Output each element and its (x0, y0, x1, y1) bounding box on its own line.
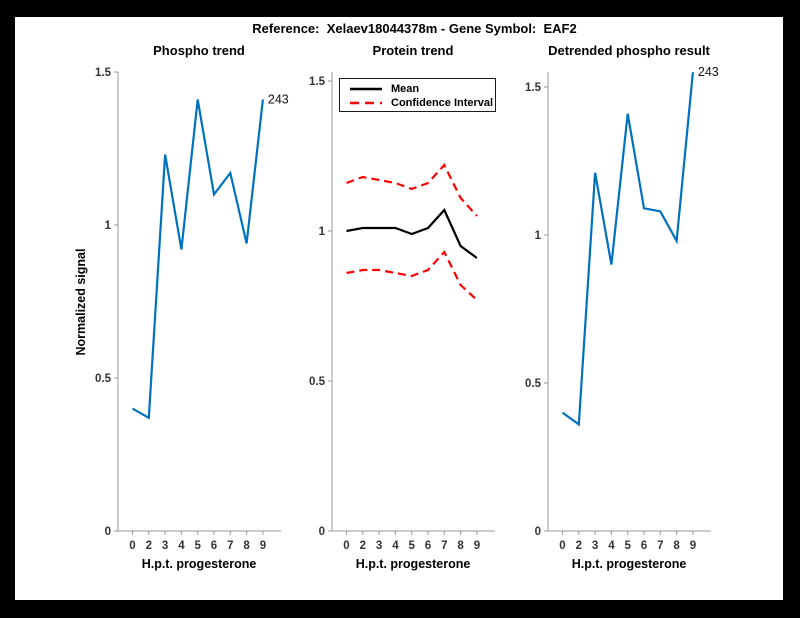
y-tick-label: 1.5 (525, 82, 542, 94)
x-tick-label: 5 (408, 540, 415, 552)
x-tick-label: 9 (474, 540, 480, 552)
y-tick-label: 1 (535, 230, 542, 242)
y-tick-label: 1.5 (309, 76, 326, 88)
x-tick-label: 9 (690, 540, 696, 552)
x-tick-label: 8 (243, 540, 250, 552)
y-axis-label: Normalized signal (74, 248, 88, 356)
x-tick-label: 6 (211, 540, 217, 552)
x-tick-label: 5 (624, 540, 631, 552)
legend-label-mean: Mean (391, 83, 420, 95)
x-tick-label: 3 (592, 540, 598, 552)
x-tick-label: 2 (360, 540, 366, 552)
x-tick-label: 7 (227, 540, 233, 552)
x-tick-label: 4 (392, 540, 399, 552)
figure-title: Reference: Xelaev18044378m - Gene Symbol… (252, 21, 577, 36)
x-tick-label: 8 (457, 540, 464, 552)
x-tick-label: 2 (146, 540, 152, 552)
subplot1-title: Phospho trend (153, 43, 245, 58)
y-tick-label: 1.5 (95, 67, 112, 79)
subplot2-x-axis-label: H.p.t. progesterone (355, 557, 471, 571)
x-tick-label: 2 (576, 540, 582, 552)
confidence-interval-dashed-swatch-icon (350, 101, 382, 105)
x-tick-label: 5 (194, 540, 201, 552)
x-tick-label: 0 (129, 540, 135, 552)
y-tick-label: 0.5 (525, 378, 542, 390)
ci-upper-line (346, 163, 478, 217)
subplot2-title: Protein trend (372, 43, 454, 58)
endpoint-annotation: 243 (698, 65, 719, 79)
x-tick-label: 3 (376, 540, 382, 552)
subplot3-title: Detrended phospho result (548, 43, 710, 58)
y-tick-label: 0 (105, 526, 111, 538)
y-tick-label: 0 (535, 526, 541, 538)
y-tick-label: 0 (319, 526, 325, 538)
y-tick-label: 1 (319, 226, 326, 238)
x-tick-label: 7 (657, 540, 663, 552)
x-tick-label: 0 (343, 540, 349, 552)
x-tick-label: 7 (441, 540, 447, 552)
x-tick-label: 4 (608, 540, 615, 552)
subplot-2: 00.511.50 2 3 4 5 6 7 8 9 (309, 72, 495, 552)
y-tick-label: 1 (105, 220, 112, 232)
x-tick-label: 4 (178, 540, 185, 552)
legend-label-confidence-interval: Confidence Interval (391, 97, 494, 109)
phospho-signal-line (131, 99, 264, 420)
x-tick-label: 6 (641, 540, 647, 552)
mean-line-swatch-icon (350, 87, 382, 91)
legend-row-confidence-interval: Confidence Interval (350, 96, 495, 110)
y-tick-label: 0.5 (95, 373, 112, 385)
protein-mean-line (346, 208, 478, 259)
y-tick-label: 0.5 (309, 376, 326, 388)
figure-canvas: Reference: Xelaev18044378m - Gene Symbol… (15, 17, 783, 600)
subplot1-x-axis-label: H.p.t. progesterone (141, 557, 257, 571)
axis-spines (331, 72, 495, 532)
legend-row-mean: Mean (350, 82, 495, 96)
legend-box: Mean Confidence Interval (339, 78, 496, 112)
x-tick-label: 9 (260, 540, 266, 552)
x-tick-label: 6 (425, 540, 431, 552)
x-tick-label: 3 (162, 540, 168, 552)
axis-spines (117, 72, 281, 532)
endpoint-annotation: 243 (268, 93, 289, 107)
subplot3-x-axis-label: H.p.t. progesterone (571, 557, 687, 571)
detrended-phospho-line (561, 72, 694, 427)
x-tick-label: 8 (673, 540, 680, 552)
ci-lower-line (346, 250, 478, 301)
x-tick-label: 0 (559, 540, 565, 552)
